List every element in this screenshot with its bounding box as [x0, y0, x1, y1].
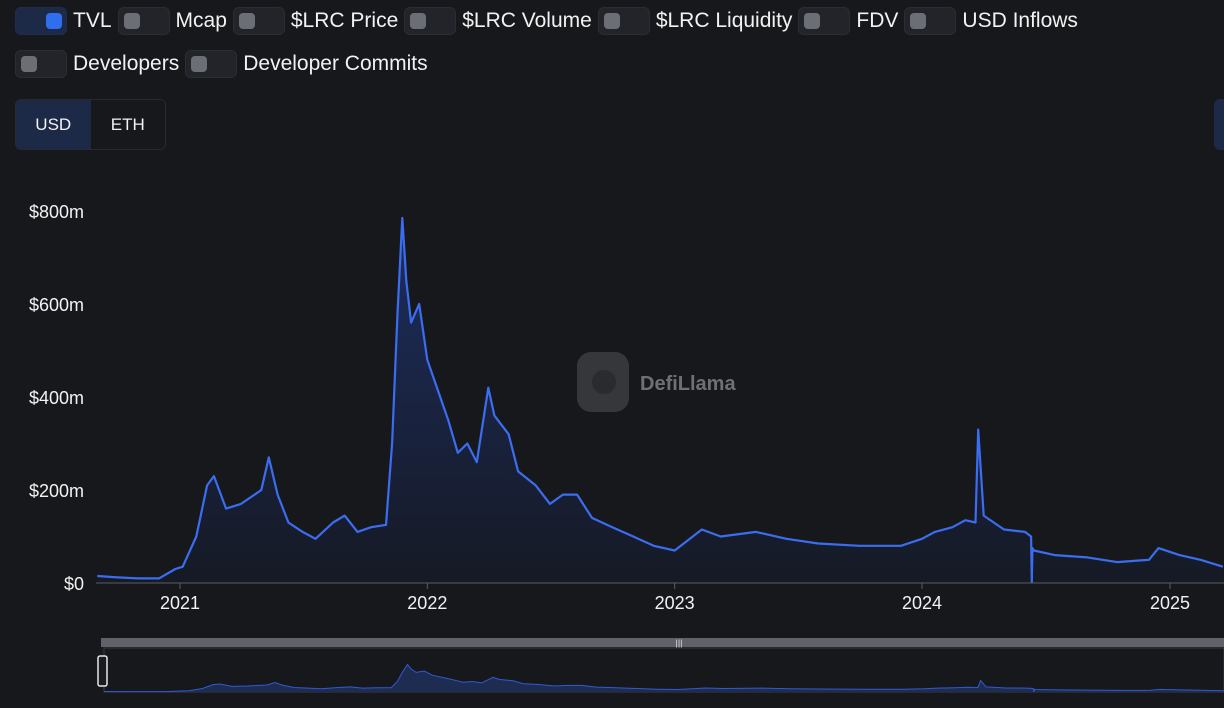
toggle-label: TVL: [73, 9, 112, 32]
toggle-knob: [910, 13, 927, 29]
watermark-text: DefiLlama: [640, 373, 736, 395]
toggle-mcap[interactable]: Mcap: [117, 7, 227, 35]
y-tick-label: $800m: [29, 202, 84, 222]
toggle-knob: [238, 13, 255, 29]
x-tick-label: 2022: [407, 593, 447, 613]
minimap-area: [104, 664, 1224, 692]
toggle-label: $LRC Price: [290, 9, 399, 32]
toggle-developers[interactable]: Developers: [15, 50, 179, 78]
toggle-lrc-price[interactable]: $LRC Price: [232, 7, 399, 35]
toggle-label: $LRC Volume: [462, 9, 592, 32]
toggle-knob: [410, 13, 427, 29]
toggle-row-2: Developers Developer Commits: [15, 50, 434, 78]
tvl-line: [97, 216, 1224, 584]
toggle-label: Developers: [73, 52, 180, 75]
x-tick-label: 2021: [160, 593, 200, 613]
y-tick-label: $200m: [29, 481, 84, 501]
toggle-developer-commits[interactable]: Developer Commits: [185, 50, 428, 78]
y-tick-label: $400m: [29, 388, 84, 408]
range-grip-icon: |||: [675, 638, 682, 648]
toggle-knob: [603, 13, 620, 29]
defillama-watermark: DefiLlama: [577, 352, 736, 412]
tvl-area: [97, 218, 1223, 583]
toggle-knob: [123, 13, 140, 29]
toggle-switch[interactable]: [117, 7, 170, 35]
toggle-switch[interactable]: [232, 7, 285, 35]
toggle-tvl[interactable]: TVL: [15, 7, 112, 35]
eth-button[interactable]: ETH: [90, 100, 165, 149]
toggle-label: Mcap: [175, 9, 227, 32]
toggle-switch[interactable]: [904, 7, 957, 35]
range-start-handle[interactable]: [97, 655, 108, 687]
toggle-label: $LRC Liquidity: [655, 9, 793, 32]
minimap-line: [103, 663, 1224, 693]
toggle-row-1: TVL Mcap $LRC Price $LRC Volume $LRC Liquidi…: [15, 7, 1084, 35]
toggle-switch[interactable]: [15, 50, 67, 78]
toggle-switch[interactable]: [597, 7, 650, 35]
x-tick-label: 2025: [1150, 593, 1190, 613]
toggle-usd-inflows[interactable]: USD Inflows: [904, 7, 1078, 35]
range-slider[interactable]: |||: [97, 638, 1224, 693]
toggle-knob: [21, 56, 37, 72]
chart-options-button[interactable]: [1214, 99, 1224, 150]
toggle-lrc-liquidity[interactable]: $LRC Liquidity: [597, 7, 793, 35]
y-tick-label: $600m: [29, 295, 84, 315]
toggle-label: FDV: [856, 9, 899, 32]
toggle-knob: [804, 13, 821, 29]
usd-button[interactable]: USD: [16, 100, 91, 149]
toggle-fdv[interactable]: FDV: [798, 7, 898, 35]
denomination-selector: USD ETH: [15, 99, 166, 150]
range-slider-bar: [101, 638, 1224, 647]
toggle-label: USD Inflows: [962, 9, 1078, 32]
toggle-switch[interactable]: [185, 50, 238, 78]
toggle-knob: [46, 13, 62, 29]
x-tick-label: 2023: [655, 593, 695, 613]
toggle-switch[interactable]: [798, 7, 851, 35]
toggle-switch[interactable]: [404, 7, 457, 35]
x-tick-label: 2024: [902, 593, 942, 613]
y-tick-label: $0: [64, 574, 84, 594]
toggle-knob: [191, 56, 208, 72]
toggle-lrc-volume[interactable]: $LRC Volume: [404, 7, 592, 35]
toggle-switch[interactable]: [15, 7, 67, 35]
toggle-label: Developer Commits: [243, 52, 428, 75]
